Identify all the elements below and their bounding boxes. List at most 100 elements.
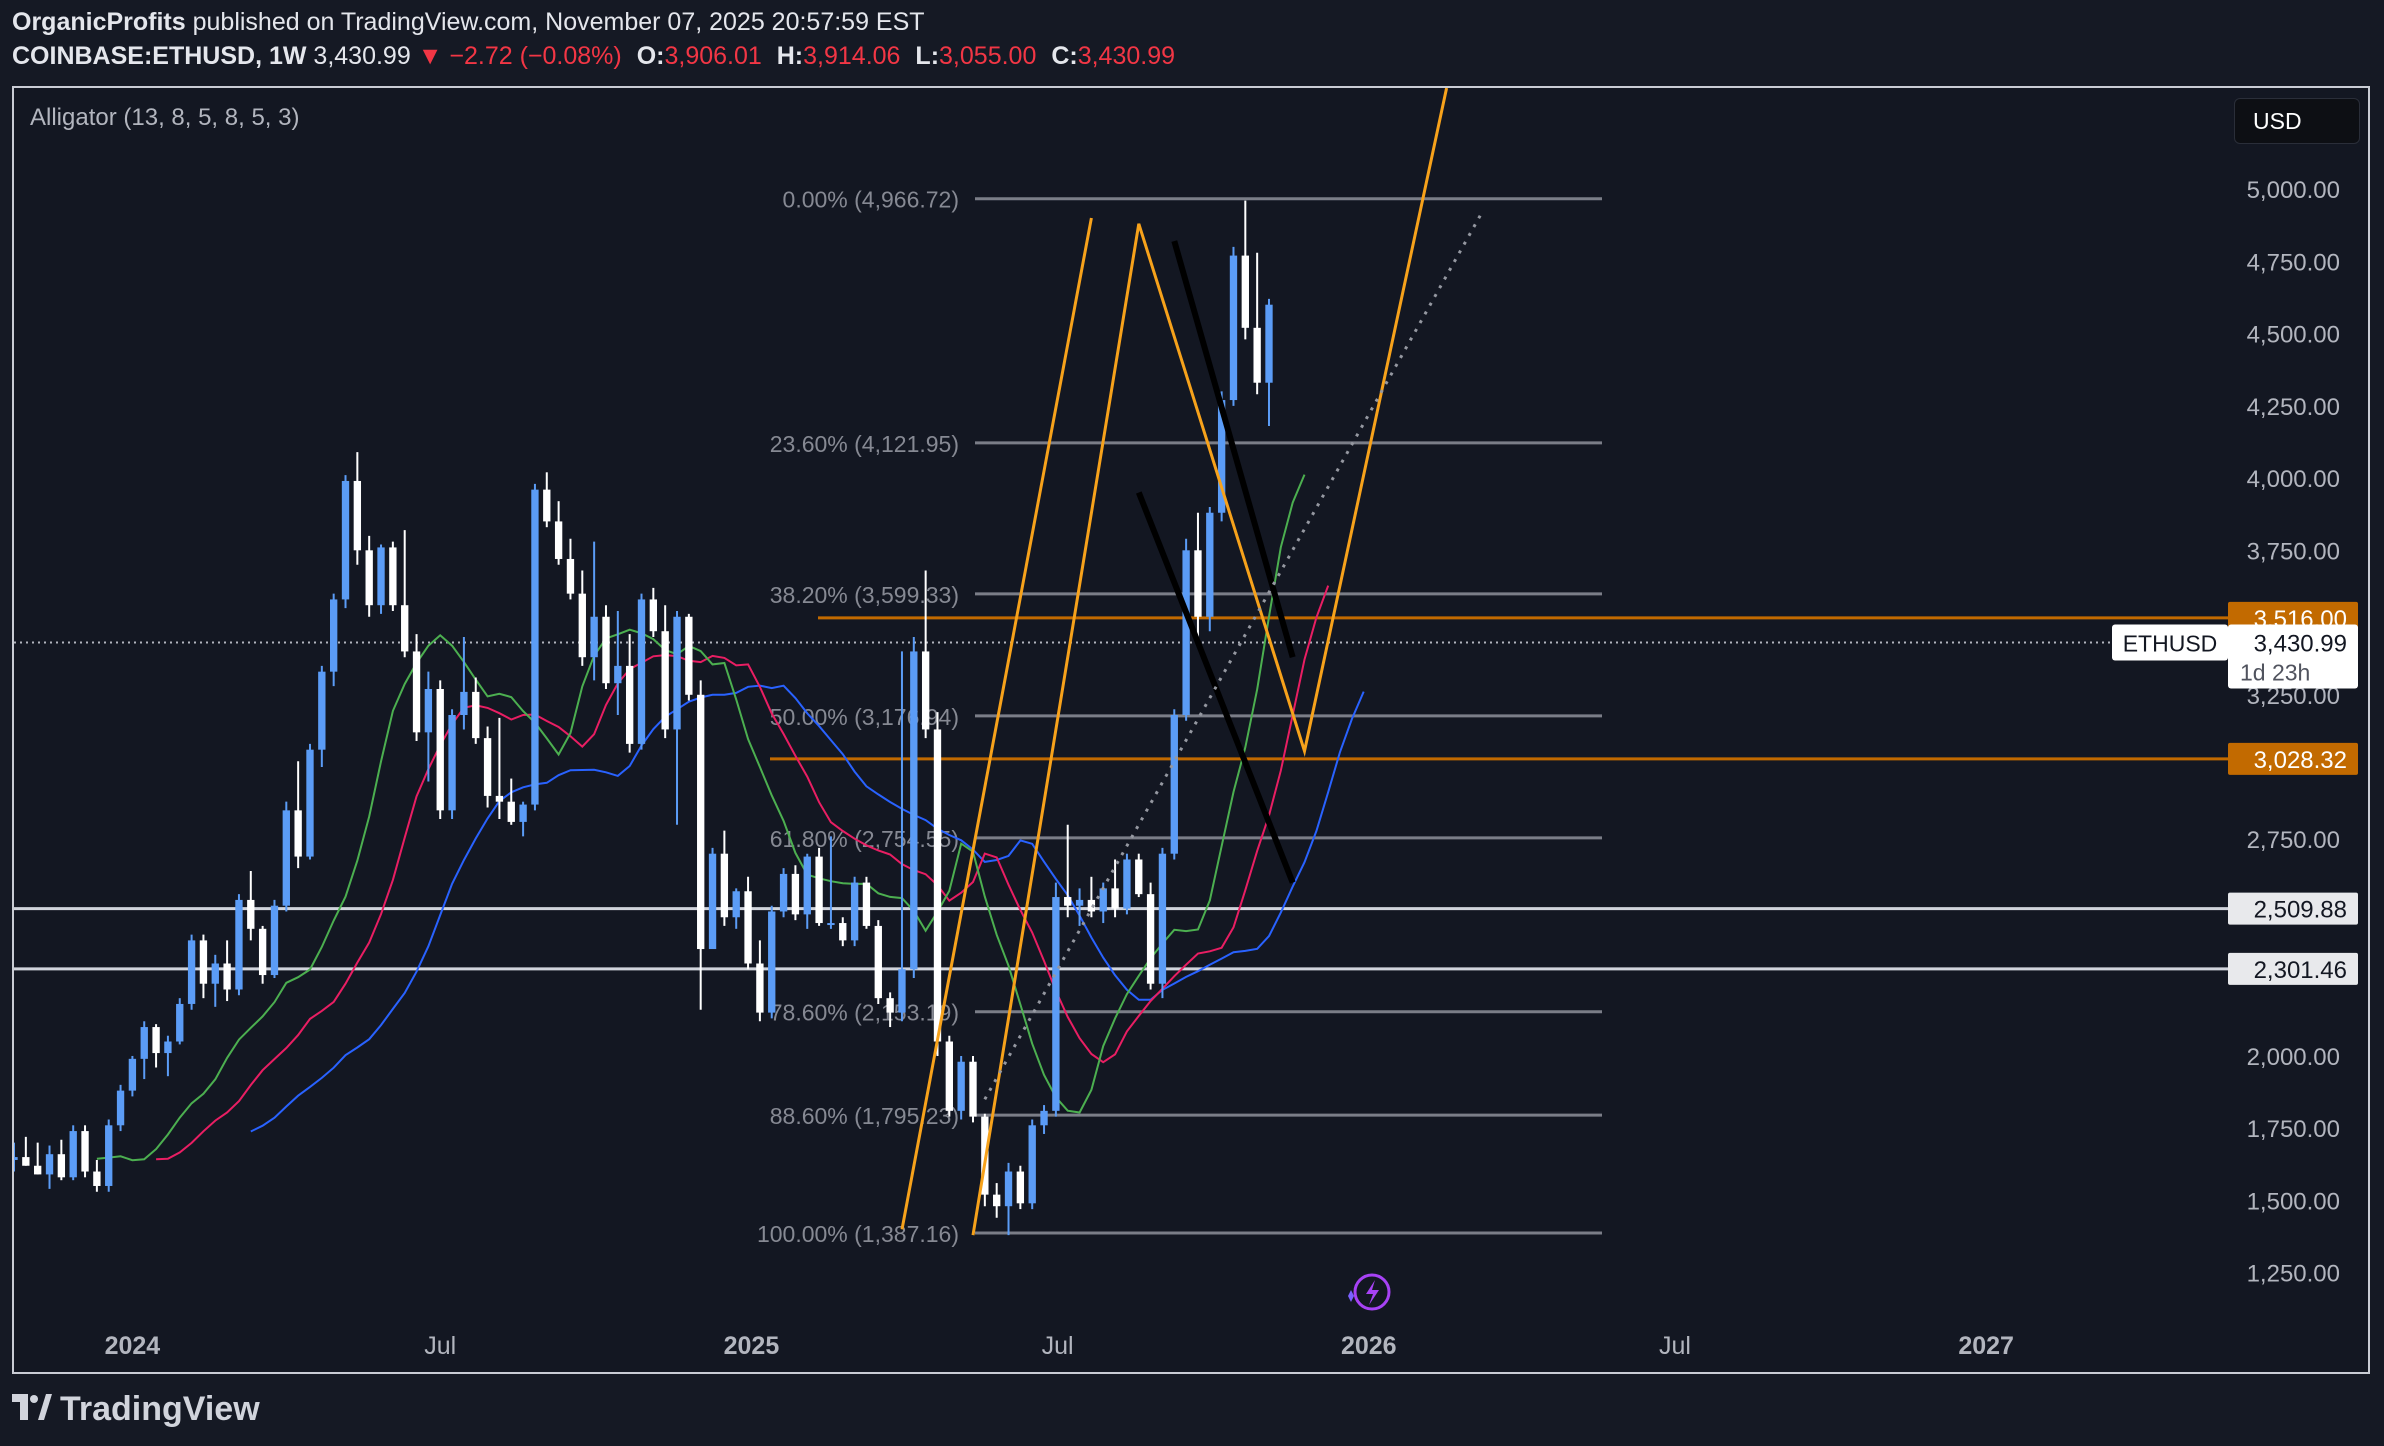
price-axis-tick: 4,500.00 <box>2247 322 2340 349</box>
last-price-countdown: 1d 23h <box>2240 659 2310 685</box>
price-axis-tick: 4,000.00 <box>2247 466 2340 493</box>
candle-body <box>1016 1171 1025 1204</box>
candle-body <box>211 963 219 984</box>
candle-body <box>1217 400 1226 513</box>
candle-body <box>1253 327 1261 383</box>
candle-body <box>341 480 350 600</box>
candle-body <box>661 631 669 730</box>
candle-body <box>1111 888 1119 909</box>
candle-body <box>507 801 515 822</box>
open-value: 3,906.01 <box>664 42 762 70</box>
fib-label: 50.00% (3,176.94) <box>770 704 959 730</box>
candle-body <box>614 665 622 684</box>
price-level-label: 2,301.46 <box>2254 957 2347 984</box>
candle-body <box>673 616 681 730</box>
candle-body <box>93 1171 101 1186</box>
last-price-value: 3,430.99 <box>2254 630 2347 657</box>
candle-body <box>779 873 788 912</box>
price-level-label: 2,509.88 <box>2254 897 2347 924</box>
candle-body <box>57 1154 66 1178</box>
low-value: 3,055.00 <box>939 42 1037 70</box>
candle-body <box>1170 715 1178 854</box>
candle-body <box>294 810 302 857</box>
candle-body <box>531 489 539 805</box>
candle-body <box>1182 550 1190 716</box>
publish-info: OrganicProfits published on TradingView.… <box>12 8 925 37</box>
candle-body <box>1135 859 1143 895</box>
low-label: L: <box>915 42 940 70</box>
candle-body <box>365 550 373 606</box>
price-axis-tick: 1,750.00 <box>2247 1116 2340 1143</box>
candle-body <box>637 599 646 744</box>
candle-body <box>815 856 823 924</box>
publisher-name[interactable]: OrganicProfits <box>12 8 186 36</box>
price-level-box <box>2228 952 2358 985</box>
fib-label: 61.80% (2,754.55) <box>770 826 959 852</box>
fib-label: 100.00% (1,387.16) <box>757 1221 959 1247</box>
candle-body <box>566 558 575 594</box>
fib-label: 23.60% (4,121.95) <box>770 431 959 457</box>
candle-body <box>933 729 942 1042</box>
candle-body <box>164 1041 172 1054</box>
candle-body <box>282 810 290 906</box>
price-axis-tick: 2,750.00 <box>2247 827 2340 854</box>
candle-body <box>270 905 279 976</box>
alligator-indicator-label[interactable]: Alligator (13, 8, 5, 8, 5, 3) <box>30 104 300 131</box>
candle-body <box>1146 894 1155 984</box>
candle-body <box>424 688 433 733</box>
candle-body <box>602 616 610 684</box>
candle-body <box>199 940 208 984</box>
alligator-jaw-line <box>250 684 1365 1133</box>
time-axis-tick: Jul <box>1659 1332 1691 1360</box>
candle-body <box>720 853 729 918</box>
candle-body <box>258 928 267 976</box>
alligator-teeth-line <box>156 585 1330 1161</box>
candle-body <box>578 593 586 658</box>
candle-body <box>768 911 776 1013</box>
fib-label: 0.00% (4,966.72) <box>783 187 959 213</box>
candle-body <box>921 651 930 730</box>
time-axis-tick: 2026 <box>1341 1332 1397 1360</box>
tradingview-logo[interactable]: TradingView <box>12 1390 260 1429</box>
candle-body <box>1064 897 1072 906</box>
candle-body <box>1087 899 1096 912</box>
candle-body <box>318 671 326 750</box>
candle-body <box>827 923 835 926</box>
candle-body <box>1028 1125 1036 1204</box>
time-axis-tick: 2027 <box>1958 1332 2014 1360</box>
fib-label: 88.60% (1,795.23) <box>770 1103 959 1129</box>
candle-body <box>685 616 693 695</box>
candle-body <box>697 694 705 950</box>
candle-body <box>22 1157 30 1166</box>
price-axis-tick: 2,000.00 <box>2247 1044 2340 1071</box>
lightning-icon[interactable] <box>1348 1273 1391 1311</box>
candle-body <box>45 1154 54 1175</box>
price-axis-tick: 5,000.00 <box>2247 177 2340 204</box>
candle-body <box>1123 859 1131 909</box>
close-value: 3,430.99 <box>1077 42 1176 70</box>
candle-body <box>460 691 468 716</box>
candle-body <box>353 480 362 551</box>
candle-body <box>495 795 504 802</box>
published-text: published on TradingView.com, November 0… <box>192 8 925 36</box>
candle-body <box>223 963 231 990</box>
candle-body <box>1075 899 1084 906</box>
candle-body <box>176 1003 184 1042</box>
time-axis-tick: Jul <box>1042 1332 1074 1360</box>
currency-button[interactable]: USD <box>2234 98 2360 144</box>
price-level-box <box>2228 742 2358 775</box>
candle-body <box>886 998 894 1013</box>
candle-body <box>81 1131 89 1172</box>
time-axis-tick: 2025 <box>724 1332 780 1360</box>
time-axis-tick: 2024 <box>105 1332 161 1360</box>
candle-body <box>116 1090 125 1126</box>
candle-body <box>306 749 314 857</box>
price-change: ▼ −2.72 (−0.08%) <box>417 42 622 70</box>
candle-body <box>590 616 598 658</box>
high-label: H: <box>776 42 804 70</box>
candle-body <box>1040 1110 1048 1126</box>
candle-body <box>993 1194 1001 1207</box>
candle-body <box>708 853 717 950</box>
open-label: O: <box>636 42 665 70</box>
